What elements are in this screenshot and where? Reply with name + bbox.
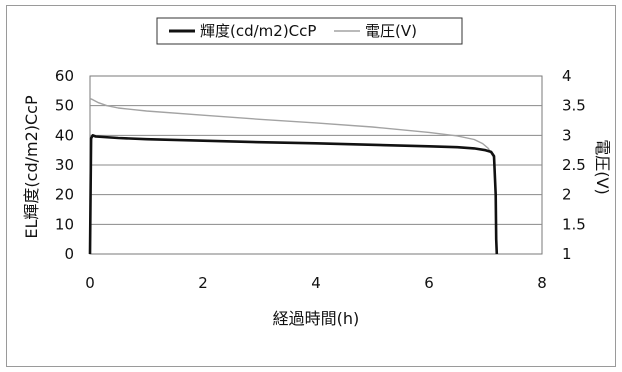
x-tick-label: 0 (85, 274, 95, 292)
y2-tick-label: 2 (562, 186, 572, 204)
y-tick-label: 40 (55, 126, 74, 144)
x-tick-label: 6 (424, 274, 434, 292)
y2-axis-ticks: 1 1.5 2 2.5 3 3.5 4 (562, 67, 586, 263)
x-tick-label: 4 (311, 274, 321, 292)
brightness-series-line (88, 134, 499, 255)
legend-label-voltage: 電圧(V) (365, 22, 417, 40)
voltage-series-line (89, 97, 495, 159)
legend-box (156, 17, 463, 45)
y-tick-label: 30 (55, 156, 74, 174)
x-tick-label: 2 (198, 274, 208, 292)
x-tick-label: 8 (537, 274, 547, 292)
y-tick-label: 50 (55, 97, 74, 115)
legend-label-brightness: 輝度(cd/m2)CcP (200, 22, 316, 40)
y2-tick-label: 2.5 (562, 156, 586, 174)
series-lines (88, 97, 499, 255)
x-axis-title: 経過時間(h) (273, 309, 360, 328)
y2-tick-label: 1.5 (562, 215, 586, 233)
y2-tick-label: 3.5 (562, 97, 586, 115)
x-axis-ticks: 0 2 4 6 8 (85, 274, 547, 292)
y-tick-label: 10 (55, 215, 74, 233)
y-tick-label: 0 (64, 245, 74, 263)
chart-frame: 0 10 20 30 40 50 60 1 1.5 2 2.5 3 3.5 4 0 2 4 6 8 輝度(cd/… (6, 5, 616, 367)
line-chart: 0 10 20 30 40 50 60 1 1.5 2 2.5 3 3.5 4 0 2 4 6 8 輝度(cd/… (22, 17, 612, 328)
y2-tick-label: 4 (562, 67, 572, 85)
y-axis-title: EL輝度(cd/m2)CcP (22, 95, 41, 239)
y-tick-label: 60 (55, 67, 74, 85)
y2-tick-label: 1 (562, 245, 572, 263)
y2-axis-title: 電圧(V) (593, 139, 612, 194)
y-tick-label: 20 (55, 186, 74, 204)
y2-tick-label: 3 (562, 126, 572, 144)
y-axis-ticks: 0 10 20 30 40 50 60 (55, 67, 74, 263)
grid-lines (90, 105, 542, 225)
